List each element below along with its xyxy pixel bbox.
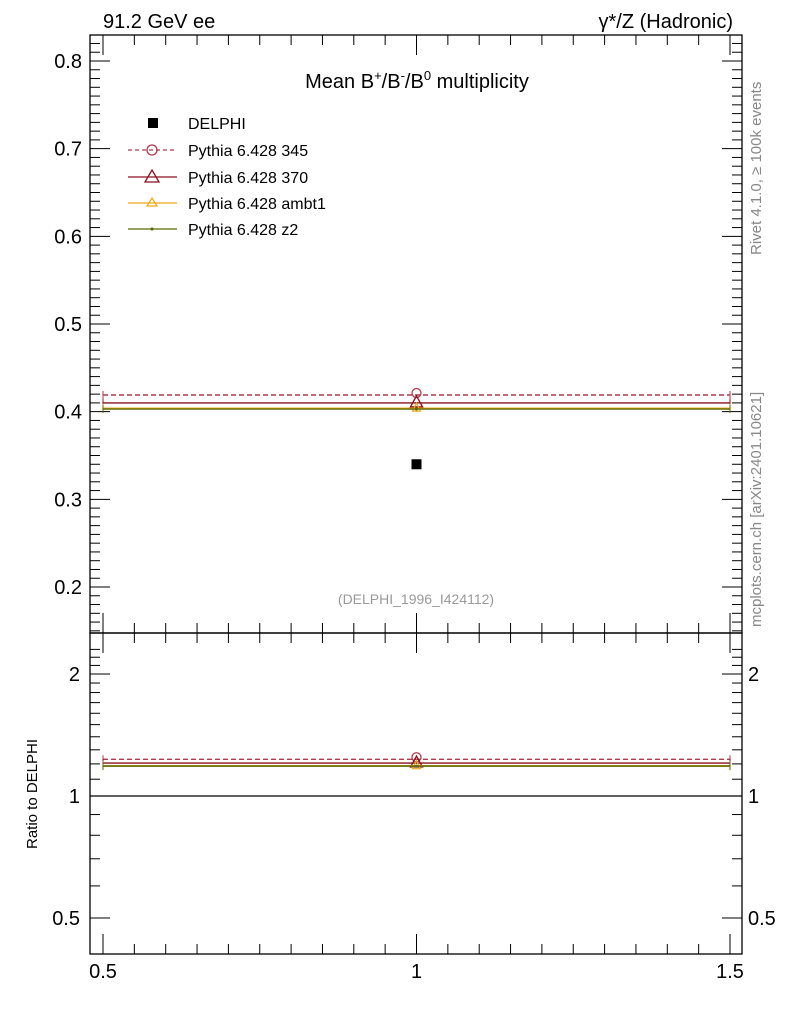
- legend-label-370: Pythia 6.428 370: [188, 170, 308, 187]
- legend-label-delphi: DELPHI: [188, 116, 246, 133]
- title-rest: multiplicity: [431, 71, 529, 93]
- main-x-ticks: [102, 35, 731, 633]
- title-sep-1: /B: [382, 71, 401, 93]
- delphi-data-point: [411, 459, 422, 470]
- main-series: [102, 387, 731, 470]
- process-label: γ*/Z (Hadronic): [599, 11, 733, 33]
- legend-label-z2: Pythia 6.428 z2: [188, 222, 298, 239]
- legend-marker-delphi: [148, 118, 158, 128]
- x-tick-label: 0.5: [89, 961, 117, 983]
- main-series-marker-0: [411, 387, 422, 399]
- ratio-y-tick-label: 1: [69, 786, 80, 808]
- main-series-marker-3: [415, 407, 418, 411]
- title-main: Mean B: [305, 71, 374, 93]
- energy-label: 91.2 GeV ee: [103, 11, 215, 33]
- ratio-series: [90, 752, 742, 797]
- main-y-tick-label: 0.8: [54, 51, 82, 73]
- mcplots-label: mcplots.cern.ch [arXiv:2401.10621]: [748, 392, 765, 627]
- ratio-panel: 0.5 0.5 1 1 2 2 0.5 1 1.5 Ratio to DELPHI: [24, 632, 776, 983]
- main-y-tick-labels: 0.2 0.3 0.4 0.5 0.6 0.7 0.8: [54, 51, 82, 599]
- main-y-tick-label: 0.6: [54, 226, 82, 248]
- chart-title: Mean B+/B-/B0 multiplicity: [305, 68, 529, 93]
- legend-marker-ambt1: [145, 196, 159, 207]
- legend-marker-z2: [150, 227, 154, 231]
- x-tick-label: 1.5: [716, 961, 744, 983]
- main-y-tick-label: 0.2: [54, 577, 82, 599]
- legend: DELPHI Pythia 6.428 345 Pythia 6.428 370…: [128, 116, 326, 239]
- main-y-tick-label: 0.3: [54, 489, 82, 511]
- main-y-tick-label: 0.7: [54, 139, 82, 161]
- ratio-y-ticks: [90, 648, 742, 919]
- analysis-label: (DELPHI_1996_I424112): [338, 591, 494, 607]
- title-sup-minus: -: [401, 68, 405, 83]
- title-sep-2: /B: [405, 71, 424, 93]
- title-sup-plus: +: [374, 68, 382, 83]
- ratio-series-marker-3: [415, 764, 418, 768]
- main-series-marker-2: [411, 401, 422, 412]
- main-y-ticks: [90, 42, 742, 632]
- ratio-x-ticks: [102, 633, 731, 954]
- legend-marker-370: [143, 168, 161, 183]
- legend-marker-345: [146, 144, 158, 156]
- rivet-suffix: 100k events: [748, 82, 765, 167]
- title-sup-zero: 0: [424, 68, 431, 83]
- ratio-y-tick-label-right: 0.5: [748, 908, 776, 930]
- rivet-ge: ≥: [748, 167, 765, 175]
- ratio-y-axis-label: Ratio to DELPHI: [24, 739, 41, 849]
- ratio-y-tick-label-right: 2: [748, 664, 759, 686]
- x-tick-labels: 0.5 1 1.5: [89, 961, 744, 983]
- x-tick-label: 1: [411, 961, 422, 983]
- rivet-label: Rivet 4.1.0, ≥ 100k events: [748, 82, 765, 255]
- ratio-y-tick-labels: 0.5 0.5 1 1 2 2: [52, 664, 776, 930]
- main-y-tick-label: 0.5: [54, 314, 82, 336]
- main-series-marker-1: [409, 394, 424, 408]
- main-panel: 0.20.30.40.50.60.70.8 Mean B+/B-/B0 mult…: [54, 34, 743, 634]
- main-y-tick-label: 0.4: [54, 402, 82, 424]
- rivet-prefix: Rivet 4.1.0,: [748, 175, 765, 255]
- legend-label-345: Pythia 6.428 345: [188, 143, 308, 160]
- legend-label-ambt1: Pythia 6.428 ambt1: [188, 196, 326, 213]
- ratio-y-tick-label: 2: [69, 664, 80, 686]
- ratio-panel-frame: [89, 632, 743, 955]
- ratio-y-tick-label: 0.5: [52, 908, 80, 930]
- ratio-series-marker-2: [411, 759, 422, 770]
- ratio-y-tick-label-right: 1: [748, 786, 759, 808]
